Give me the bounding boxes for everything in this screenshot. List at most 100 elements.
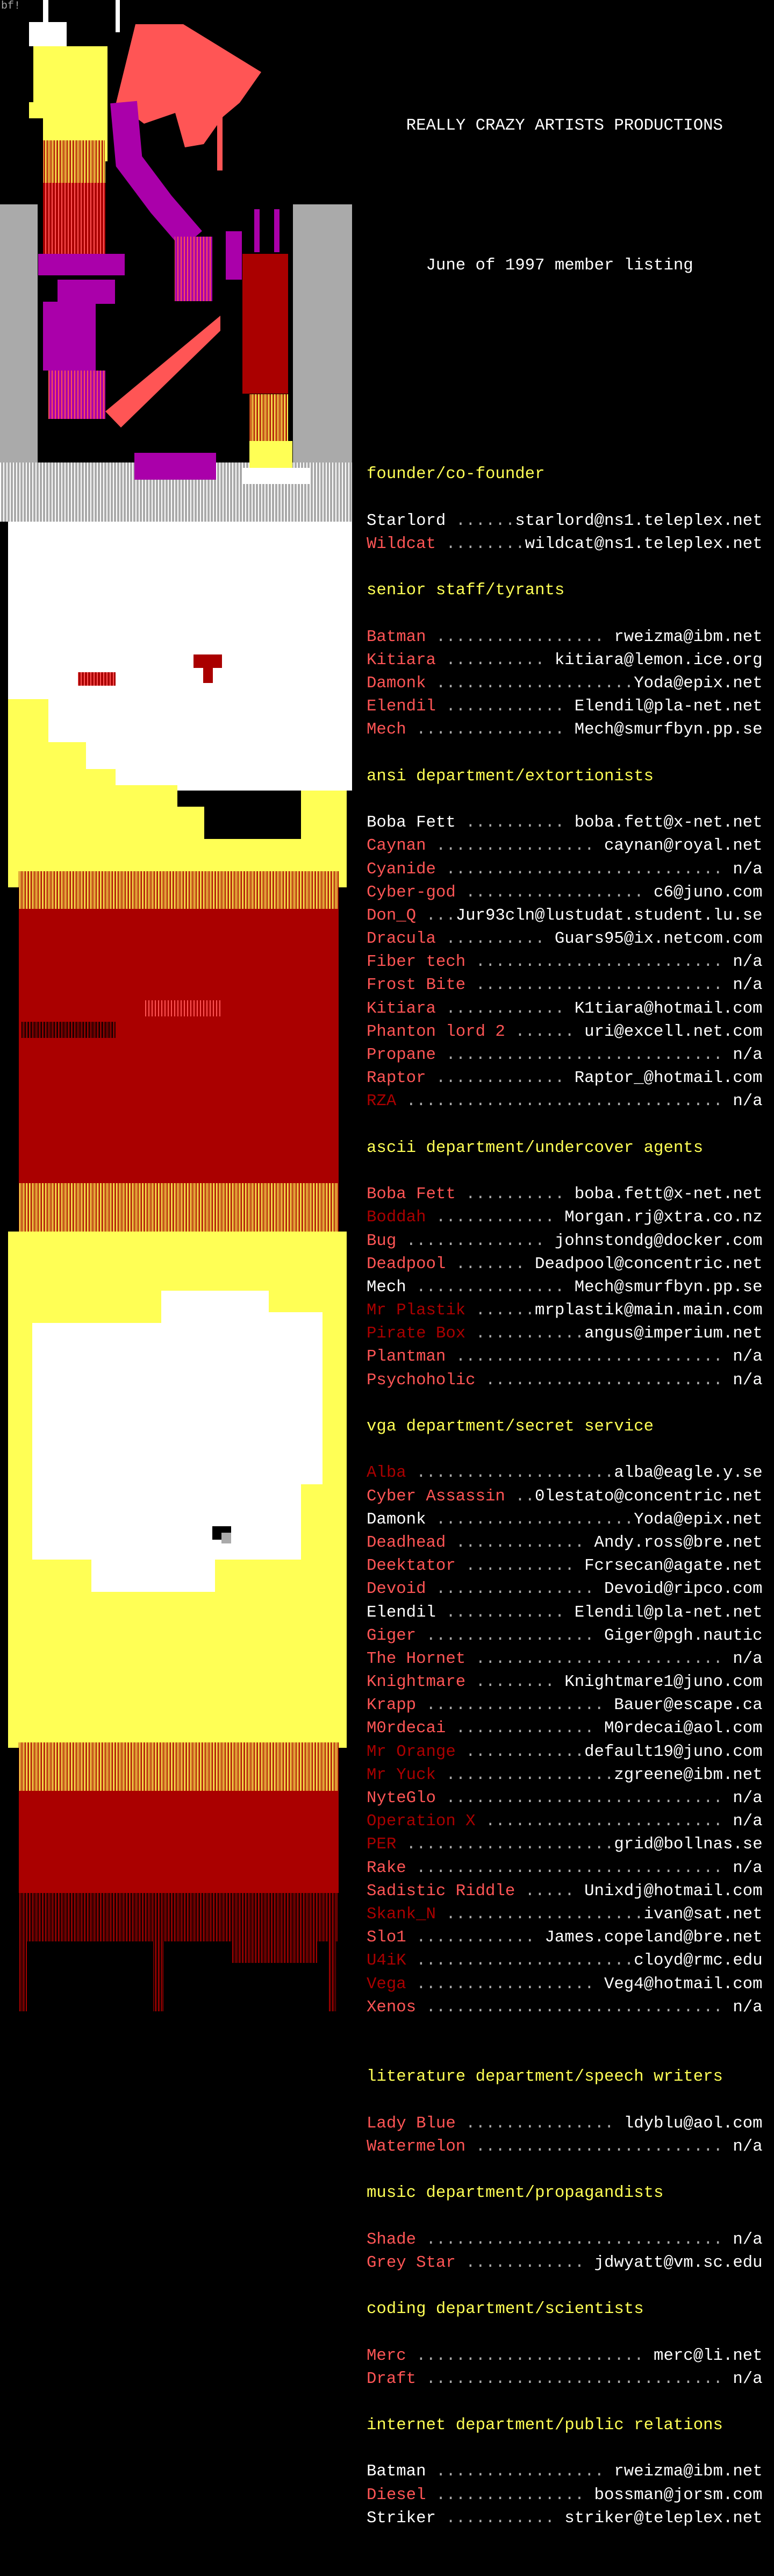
member-name: Frost Bite bbox=[367, 976, 466, 995]
member-name: Slo1 bbox=[367, 1928, 406, 1947]
grey-panel-right bbox=[293, 204, 352, 484]
member-name: RZA bbox=[367, 1092, 397, 1111]
dot-leader: ............................ bbox=[435, 859, 733, 879]
member-row: Sadistic Riddle ..... Unixdj@hotmail.com bbox=[367, 1880, 763, 1903]
member-email: grid@bollnas.se bbox=[614, 1835, 763, 1854]
member-name: Mr Plastik bbox=[367, 1301, 466, 1320]
member-row: Cyber Assassin .. 0lestato@concentric.ne… bbox=[367, 1485, 763, 1508]
member-email: Yoda@epix.net bbox=[634, 674, 763, 693]
member-email: c6@juno.com bbox=[654, 883, 763, 902]
member-row: Grey Star ............ jdwyatt@vm.sc.edu bbox=[367, 2251, 763, 2274]
member-name: Raptor bbox=[367, 1069, 426, 1088]
member-row: NyteGlo ............................ n/a bbox=[367, 1787, 763, 1810]
member-row: Starlord ...... starlord@ns1.teleplex.ne… bbox=[367, 509, 763, 532]
member-row: Xenos .............................. n/a bbox=[367, 1996, 763, 2019]
dot-leader: ............ bbox=[406, 1928, 545, 1947]
member-row: Psychoholic ........................ n/a bbox=[367, 1369, 763, 1392]
member-email: ldyblu@aol.com bbox=[624, 2114, 763, 2133]
member-name: Alba bbox=[367, 1463, 406, 1483]
section-heading: ansi department/extortionists bbox=[367, 766, 654, 786]
dot-leader: ....... bbox=[446, 1254, 535, 1273]
dot-leader: .............................. bbox=[416, 2230, 733, 2249]
member-row: Slo1 ............ James.copeland@bre.net bbox=[367, 1926, 763, 1949]
red-drips bbox=[19, 1893, 339, 1941]
section-heading: literature department/speech writers bbox=[367, 2067, 723, 2087]
member-row: Cyanide ............................ n/a bbox=[367, 858, 763, 881]
dot-leader: ........... bbox=[455, 1556, 585, 1576]
member-email: Elendil@pla-net.net bbox=[574, 1603, 763, 1622]
member-row: Deadpool ....... Deadpool@concentric.net bbox=[367, 1253, 763, 1276]
member-email: Bauer@escape.ca bbox=[614, 1696, 763, 1715]
section: ascii department/undercover agents Boba F… bbox=[367, 1136, 763, 1415]
member-row: Operation X ........................ n/a bbox=[367, 1810, 763, 1833]
member-email: n/a bbox=[733, 1997, 763, 2017]
dragon-flame-yellow bbox=[29, 46, 108, 161]
member-row: Batman ................. rweizma@ibm.net bbox=[367, 2460, 763, 2483]
member-email: n/a bbox=[733, 976, 763, 995]
member-row: Merc ....................... merc@li.net bbox=[367, 2344, 763, 2367]
member-row: Pirate Box ........... angus@imperium.net bbox=[367, 1322, 763, 1345]
member-email: Veg4@hotmail.com bbox=[604, 1974, 763, 1994]
member-email: n/a bbox=[733, 1045, 763, 1065]
member-row: Mech ............... Mech@smurfbyn.pp.se bbox=[367, 718, 763, 741]
member-row: Dracula .......... Guars95@ix.netcom.com bbox=[367, 927, 763, 950]
member-email: n/a bbox=[733, 1649, 763, 1668]
section-heading: senior staff/tyrants bbox=[367, 581, 565, 600]
member-email: cloyd@rmc.edu bbox=[634, 1951, 763, 1970]
dot-leader: ...... bbox=[465, 1301, 535, 1320]
dot-leader: ............... bbox=[455, 2114, 624, 2133]
dot-leader: ................................ bbox=[396, 1092, 733, 1111]
member-row: Deektator ........... Fcrsecan@agate.net bbox=[367, 1554, 763, 1577]
member-row: Raptor ............. Raptor_@hotmail.com bbox=[367, 1066, 763, 1090]
member-email: boba.fett@x-net.net bbox=[574, 1185, 763, 1204]
member-row: The Hornet ......................... n/a bbox=[367, 1647, 763, 1670]
section: literature department/speech writers Lady… bbox=[367, 2065, 763, 2181]
member-email: starlord@ns1.teleplex.net bbox=[515, 511, 763, 530]
member-row: Krapp .................. Bauer@escape.ca bbox=[367, 1693, 763, 1717]
dot-leader: ............. bbox=[426, 1069, 575, 1088]
member-row: Cyber-god .................. c6@juno.com bbox=[367, 881, 763, 904]
member-email: Deadpool@concentric.net bbox=[535, 1254, 763, 1273]
dragon-tail bbox=[105, 316, 220, 428]
member-email: n/a bbox=[733, 2230, 763, 2249]
dragon-head bbox=[116, 24, 261, 147]
member-row: Draft .............................. n/a bbox=[367, 2367, 763, 2390]
dot-leader: ............... bbox=[406, 720, 575, 739]
member-row: Deadhead ............. Andy.ross@bre.net bbox=[367, 1531, 763, 1554]
member-row: Devoid ................ Devoid@ripco.com bbox=[367, 1577, 763, 1600]
member-email: Unixdj@hotmail.com bbox=[584, 1881, 763, 1901]
page-subtitle: June of 1997 member listing bbox=[426, 255, 693, 275]
white-cloud-lower bbox=[32, 1291, 322, 1592]
dot-leader: ......................... bbox=[465, 976, 733, 995]
dot-leader: ......................... bbox=[465, 2137, 733, 2156]
dot-leader: .............. bbox=[446, 1719, 604, 1738]
member-email: Knightmare1@juno.com bbox=[564, 1673, 763, 1692]
dot-leader: .............................. bbox=[416, 1997, 733, 2017]
dot-leader: ....................... bbox=[406, 2346, 654, 2365]
section-heading: music department/propagandists bbox=[367, 2183, 664, 2203]
member-name: The Hornet bbox=[367, 1649, 466, 1668]
member-name: Kitiara bbox=[367, 999, 436, 1018]
dot-leader: ................. bbox=[426, 627, 614, 646]
dragon-body bbox=[110, 101, 202, 249]
member-row: Knightmare ........ Knightmare1@juno.com bbox=[367, 1670, 763, 1693]
dot-leader: .................... bbox=[426, 1510, 634, 1529]
member-name: Batman bbox=[367, 627, 426, 646]
member-name: Don_Q bbox=[367, 906, 417, 925]
member-email: Mech@smurfbyn.pp.se bbox=[574, 720, 763, 739]
member-name: Phanton lord 2 bbox=[367, 1022, 505, 1041]
dot-leader: .................... bbox=[435, 1904, 644, 1924]
member-name: Psychoholic bbox=[367, 1370, 476, 1390]
member-name: Giger bbox=[367, 1626, 417, 1645]
dot-leader: ... bbox=[426, 906, 456, 925]
yellow-band bbox=[8, 699, 347, 887]
member-email: n/a bbox=[733, 1347, 763, 1367]
artist-signature: bf! bbox=[1, 0, 21, 12]
grey-panel-left bbox=[0, 204, 38, 484]
member-row: Giger ................. Giger@pgh.nautic bbox=[367, 1624, 763, 1647]
dot-leader: ............ bbox=[435, 999, 575, 1018]
section: senior staff/tyrants Batman .............… bbox=[367, 579, 763, 765]
dot-leader: ................. bbox=[435, 1765, 614, 1784]
member-email: n/a bbox=[733, 2369, 763, 2388]
dot-leader: ........................ bbox=[475, 1370, 733, 1390]
